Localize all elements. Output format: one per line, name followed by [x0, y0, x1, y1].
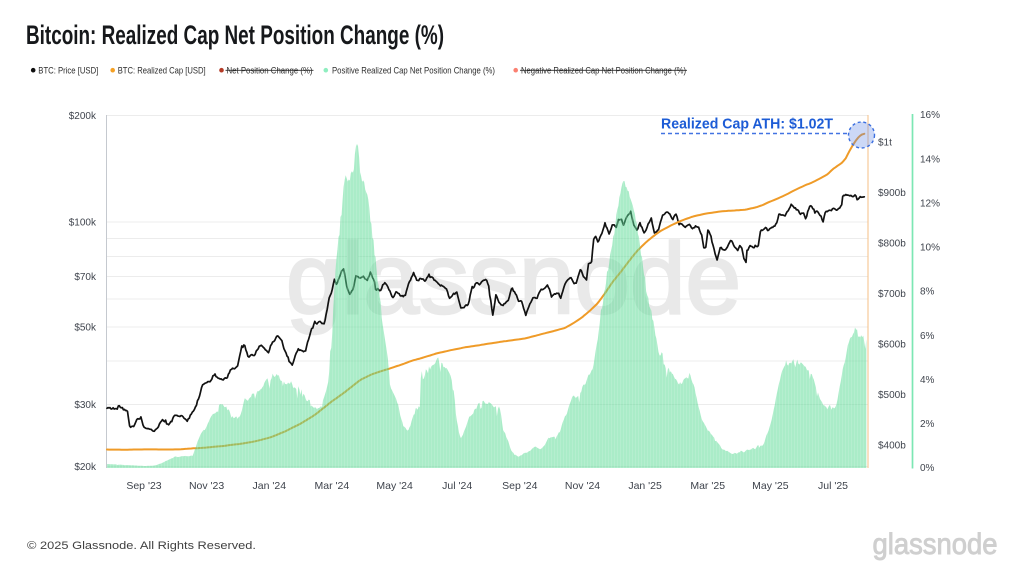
svg-text:8%: 8%: [920, 287, 935, 298]
svg-text:$400b: $400b: [878, 441, 906, 452]
svg-text:$800b: $800b: [878, 239, 906, 250]
svg-text:4%: 4%: [920, 375, 935, 386]
svg-text:© 2025 Glassnode. All Rights R: © 2025 Glassnode. All Rights Reserved.: [27, 540, 256, 552]
svg-text:Sep '24: Sep '24: [502, 480, 537, 492]
svg-text:Mar '24: Mar '24: [315, 480, 350, 492]
svg-text:$200k: $200k: [69, 111, 97, 122]
svg-text:May '24: May '24: [376, 480, 413, 492]
svg-text:$100k: $100k: [69, 218, 97, 229]
svg-text:BTC: Realized Cap [USD]: BTC: Realized Cap [USD]: [118, 65, 206, 75]
svg-text:$20k: $20k: [74, 462, 97, 473]
svg-text:0%: 0%: [920, 463, 935, 474]
svg-text:Jan '25: Jan '25: [628, 480, 662, 492]
svg-text:Mar '25: Mar '25: [690, 480, 725, 492]
svg-text:$70k: $70k: [74, 272, 97, 283]
svg-text:$500b: $500b: [878, 390, 906, 401]
svg-text:Nov '24: Nov '24: [565, 480, 600, 492]
svg-text:12%: 12%: [920, 198, 940, 209]
svg-text:$1t: $1t: [878, 138, 892, 149]
svg-text:Jan '24: Jan '24: [253, 480, 287, 492]
svg-text:$50k: $50k: [74, 323, 97, 334]
svg-text:BTC: Price [USD]: BTC: Price [USD]: [38, 65, 98, 75]
svg-text:$600b: $600b: [878, 340, 906, 351]
svg-text:2%: 2%: [920, 419, 935, 430]
svg-text:6%: 6%: [920, 331, 935, 342]
svg-text:Realized Cap ATH: $1.02T: Realized Cap ATH: $1.02T: [661, 116, 833, 133]
svg-text:Nov '23: Nov '23: [189, 480, 224, 492]
svg-text:Jul '24: Jul '24: [442, 480, 472, 492]
svg-text:Sep '23: Sep '23: [126, 480, 161, 492]
svg-text:$30k: $30k: [74, 400, 97, 411]
svg-text:glassnode: glassnode: [873, 528, 998, 561]
svg-text:10%: 10%: [920, 243, 940, 254]
svg-text:14%: 14%: [920, 154, 940, 165]
svg-text:16%: 16%: [920, 110, 940, 121]
svg-text:Jul '25: Jul '25: [818, 480, 848, 492]
svg-text:Positive Realized Cap Net Posi: Positive Realized Cap Net Position Chang…: [332, 65, 495, 75]
svg-text:$700b: $700b: [878, 289, 906, 300]
svg-text:$900b: $900b: [878, 188, 906, 199]
svg-text:May '25: May '25: [752, 480, 789, 492]
svg-text:Bitcoin: Realized Cap Net Posi: Bitcoin: Realized Cap Net Position Chang…: [26, 20, 444, 50]
